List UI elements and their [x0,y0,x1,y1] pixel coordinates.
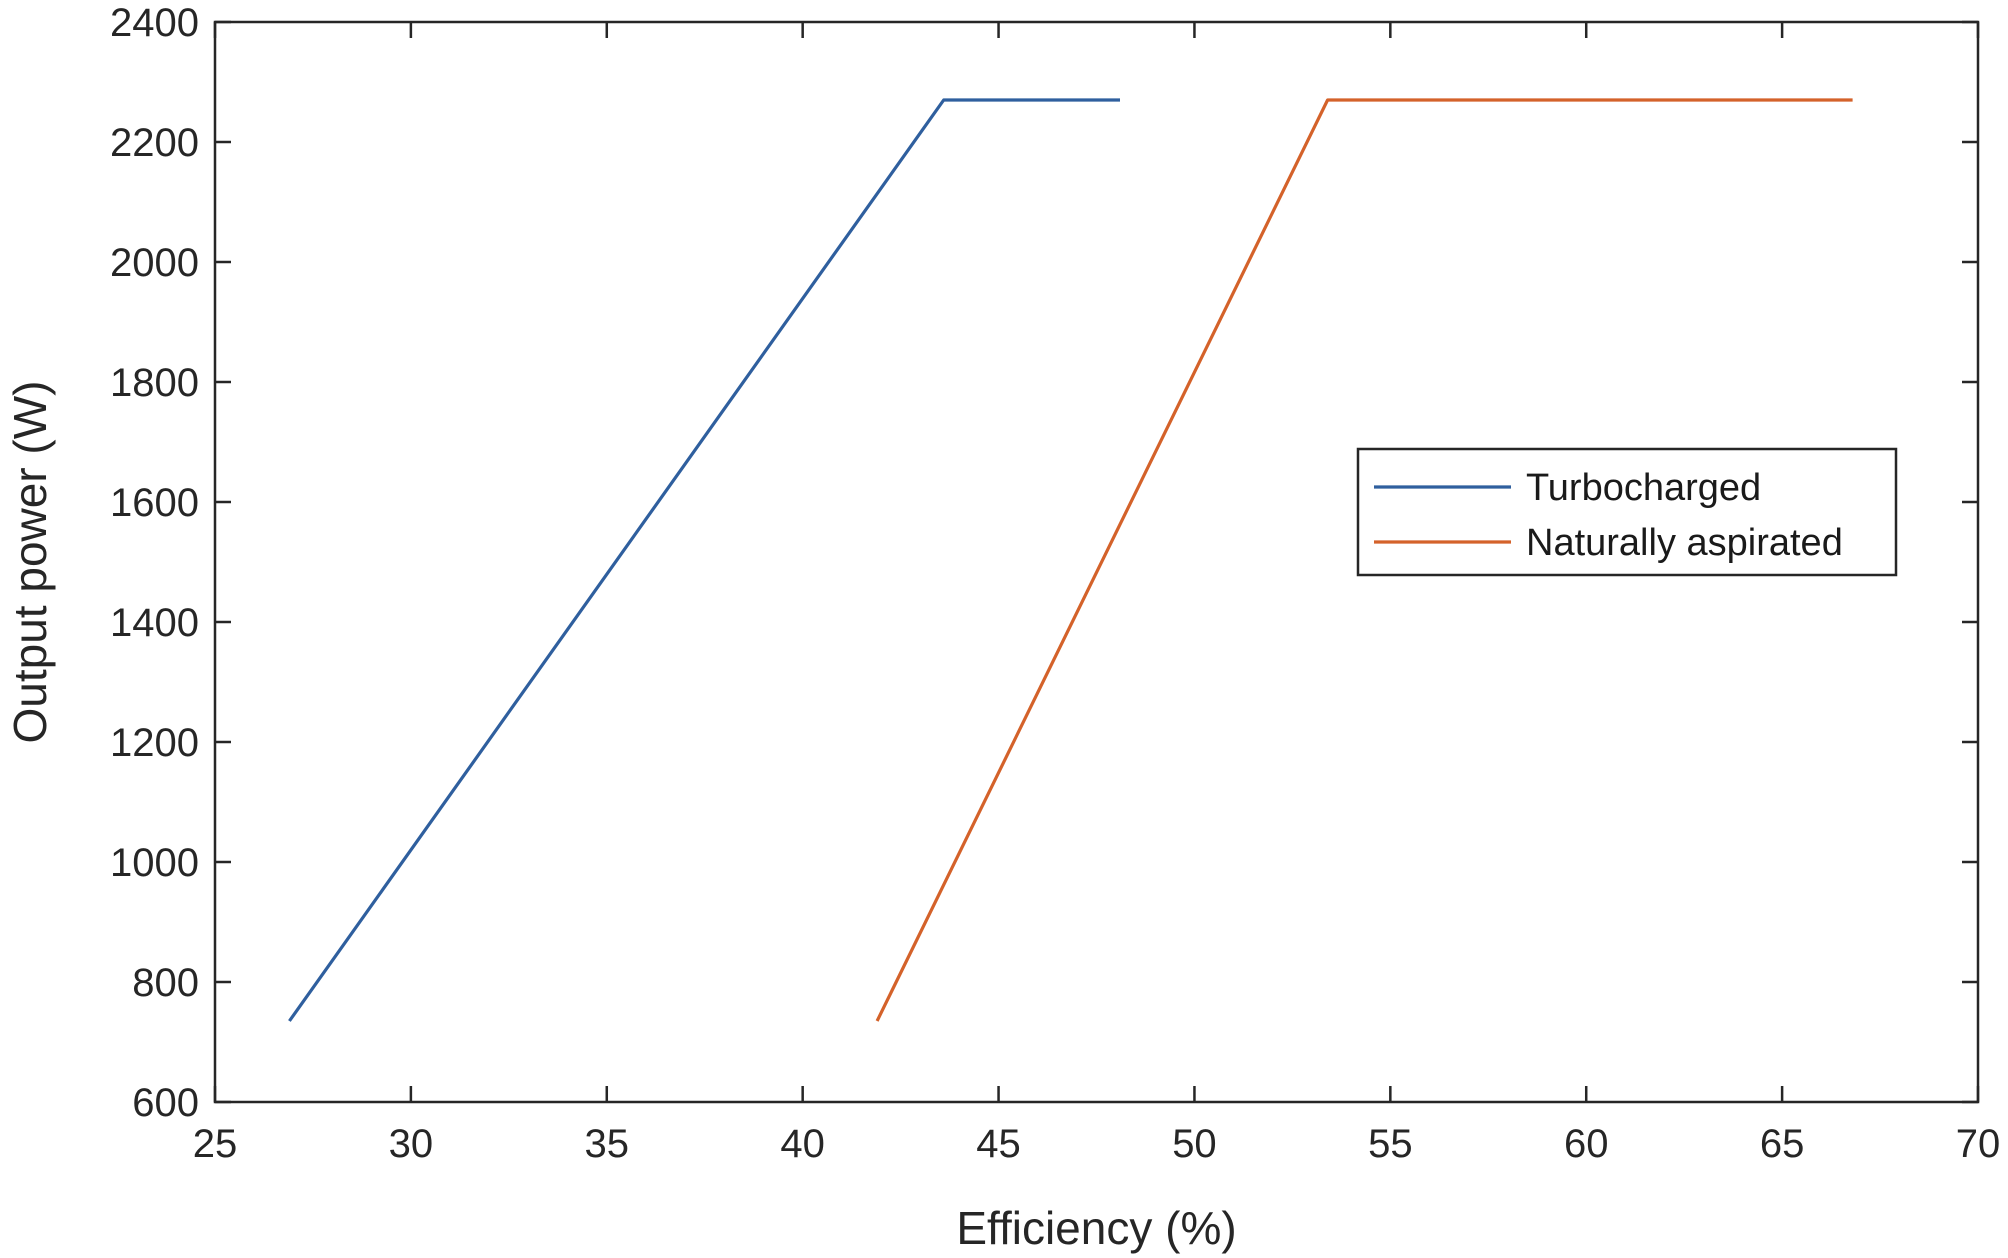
axis-ticks: 25 30 35 40 45 50 55 60 65 70 600 800 1000 1200 1400 16… [110,1,2000,1166]
y-tick-label: 800 [132,961,199,1005]
x-tick-label: 65 [1760,1122,1805,1166]
y-tick-label: 2200 [110,121,199,165]
series-layer [288,98,1853,1022]
y-tick-label: 1600 [110,481,199,525]
legend-label-turbocharged: Turbocharged [1526,467,1761,509]
series-line-turbocharged [288,98,1120,1022]
legend-box [1356,447,1898,577]
x-tick-label: 35 [585,1122,630,1166]
x-tick-label: 25 [193,1122,238,1166]
y-tick-label: 1000 [110,841,199,885]
x-tick-label: 45 [976,1122,1021,1166]
y-tick-label: 600 [132,1081,199,1125]
y-tick-label: 2000 [110,241,199,285]
x-tick-label: 30 [389,1122,434,1166]
x-tick-label: 60 [1564,1122,1609,1166]
series-line-naturally-aspirated [875,98,1853,1022]
y-axis-title: Output power (W) [4,381,56,744]
y-tick-label: 2400 [110,1,199,45]
x-tick-label: 40 [780,1122,825,1166]
plot-area-frame [213,20,1980,1104]
x-tick-label: 70 [1956,1122,2001,1166]
y-tick-label: 1800 [110,361,199,405]
legend: Turbocharged Naturally aspirated [1356,447,1898,577]
legend-label-naturally-aspirated: Naturally aspirated [1526,522,1843,564]
x-tick-label: 55 [1368,1122,1413,1166]
y-tick-label: 1400 [110,601,199,645]
x-axis-title: Efficiency (%) [956,1202,1236,1254]
y-tick-label: 1200 [110,721,199,765]
x-tick-label: 50 [1172,1122,1217,1166]
